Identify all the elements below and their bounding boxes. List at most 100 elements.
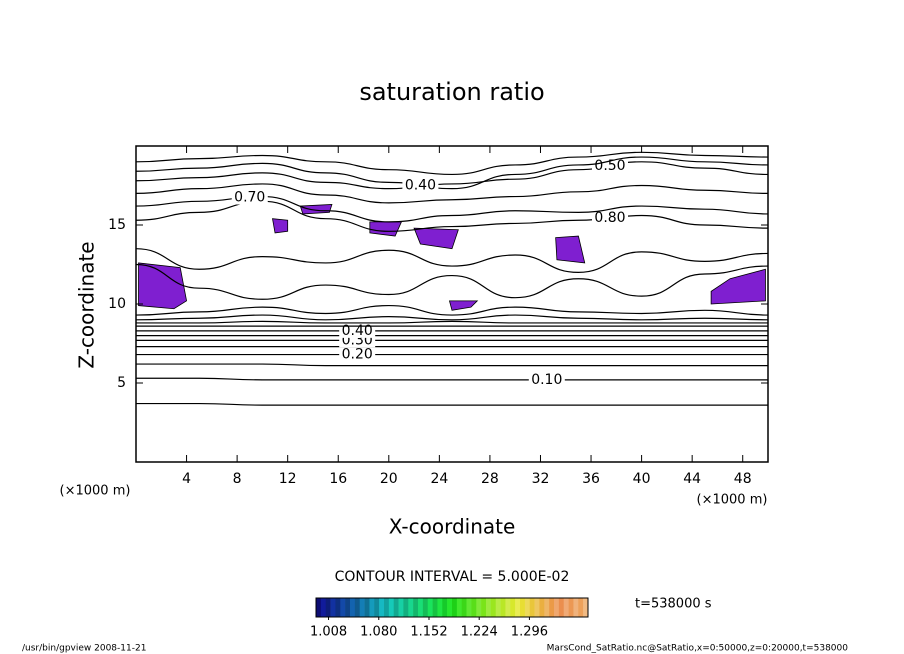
y-tick-label: 5 — [117, 375, 126, 391]
colorbar-stripe — [554, 598, 560, 617]
colorbar-stripe — [354, 598, 361, 617]
colorbar-stripe — [316, 598, 322, 617]
colorbar-stripe — [500, 598, 506, 617]
colorbar-stripe — [427, 598, 433, 617]
contour-label-bg — [402, 178, 439, 193]
colorbar-stripe — [422, 598, 429, 617]
colorbar-stripe — [486, 598, 492, 617]
colorbar-stripe — [490, 598, 497, 617]
colorbar-stripe — [408, 598, 414, 617]
colorbar-tick-label: 1.080 — [360, 625, 397, 640]
footer-left: /usr/bin/gpview 2008-11-21 — [22, 644, 146, 654]
contour-line — [136, 377, 768, 381]
colorbar-stripe — [384, 598, 390, 617]
contour-line — [136, 402, 768, 406]
colorbar-stripe — [534, 598, 540, 617]
contour-line — [135, 304, 769, 316]
contour-label-bg — [592, 158, 628, 173]
colorbar-stripe — [320, 598, 327, 617]
contour-label: 0.70 — [234, 190, 265, 206]
colorbar-stripe — [461, 598, 467, 617]
colorbar-stripe — [573, 598, 579, 617]
colorbar-stripe — [388, 598, 395, 617]
x-tick-label: 44 — [683, 471, 701, 487]
contour-label-bg — [339, 347, 376, 362]
x-axis-label: X-coordinate — [389, 515, 516, 539]
x-tick-label: 28 — [481, 471, 499, 487]
x-tick-label: 20 — [380, 471, 398, 487]
colorbar-stripe — [578, 598, 584, 617]
colorbar-stripe — [393, 598, 399, 617]
x-tick-label: 40 — [633, 471, 651, 487]
contour-line — [136, 320, 768, 324]
x-unit: (×1000 m) — [60, 484, 131, 499]
colorbar-stripe — [345, 598, 351, 617]
colorbar-stripe — [563, 598, 569, 617]
colorbar-tick-label: 1.008 — [310, 625, 347, 640]
contour-label: 0.40 — [405, 178, 436, 194]
colorbar-stripe — [520, 598, 526, 617]
contour-label: 0.40 — [342, 323, 373, 339]
colorbar-stripe — [539, 598, 545, 617]
y-axis-label: Z-coordinate — [75, 241, 99, 368]
colorbar-stripe — [325, 598, 331, 617]
x-tick-label: 12 — [279, 471, 297, 487]
shaded-region — [369, 221, 403, 237]
contour-line — [135, 156, 769, 190]
footer-right: MarsCond_SatRatio.nc@SatRatio,x=0:50000,… — [547, 644, 849, 654]
colorbar-stripe — [432, 598, 438, 617]
colorbar-stripe — [359, 598, 365, 617]
x-unit: (×1000 m) — [697, 493, 768, 508]
colorbar-tick-label: 1.296 — [511, 625, 548, 640]
contour-line — [135, 151, 769, 176]
x-tick-label: 8 — [233, 471, 242, 487]
contour-interval: CONTOUR INTERVAL = 5.000E-02 — [335, 569, 570, 585]
time-label: t=538000 s — [635, 597, 712, 612]
chart-title: saturation ratio — [359, 78, 544, 106]
contour-line — [135, 200, 769, 232]
colorbar-stripe — [524, 598, 531, 617]
x-tick-label: 48 — [734, 471, 752, 487]
colorbar-stripe — [369, 598, 375, 617]
shaded-region — [299, 204, 333, 215]
colorbar-stripe — [413, 598, 419, 617]
colorbar-stripe — [452, 598, 458, 617]
contour-label: 0.20 — [342, 347, 373, 363]
colorbar-stripe — [447, 598, 453, 617]
y-tick-label: 10 — [108, 296, 126, 312]
colorbar-stripe — [456, 598, 463, 617]
colorbar-stripe — [442, 598, 448, 617]
y-tick-label: 15 — [108, 217, 126, 233]
colorbar-stripe — [364, 598, 370, 617]
contour-line — [135, 183, 769, 204]
x-tick-label: 24 — [430, 471, 448, 487]
contour-label-bg — [592, 210, 628, 225]
colorbar-stripe — [398, 598, 404, 617]
contour-line — [135, 195, 769, 223]
colorbar-stripe — [330, 598, 336, 617]
colorbar-stripe — [471, 598, 477, 617]
shaded-region — [272, 218, 289, 234]
contour-line — [135, 263, 769, 300]
colorbar-stripe — [529, 598, 535, 617]
colorbar-stripe — [335, 598, 341, 617]
colorbar-stripe — [510, 598, 516, 617]
shaded-region — [413, 227, 459, 250]
colorbar-stripe — [558, 598, 565, 617]
x-tick-label: 36 — [582, 471, 600, 487]
x-tick-label: 4 — [182, 471, 191, 487]
contour-line — [135, 314, 769, 321]
colorbar-stripe — [505, 598, 511, 617]
contour-line — [135, 161, 769, 190]
x-tick-label: 32 — [532, 471, 550, 487]
x-tick-label: 16 — [329, 471, 347, 487]
colorbar-stripe — [340, 598, 346, 617]
colorbar-stripe — [437, 598, 443, 617]
colorbar-stripe — [515, 598, 521, 617]
contour-label: 0.50 — [594, 158, 625, 174]
contour-label-bg — [339, 323, 376, 338]
contour-line — [135, 248, 769, 274]
colorbar-stripe — [466, 598, 472, 617]
colorbar-stripe — [418, 598, 424, 617]
shaded-region — [710, 268, 766, 305]
